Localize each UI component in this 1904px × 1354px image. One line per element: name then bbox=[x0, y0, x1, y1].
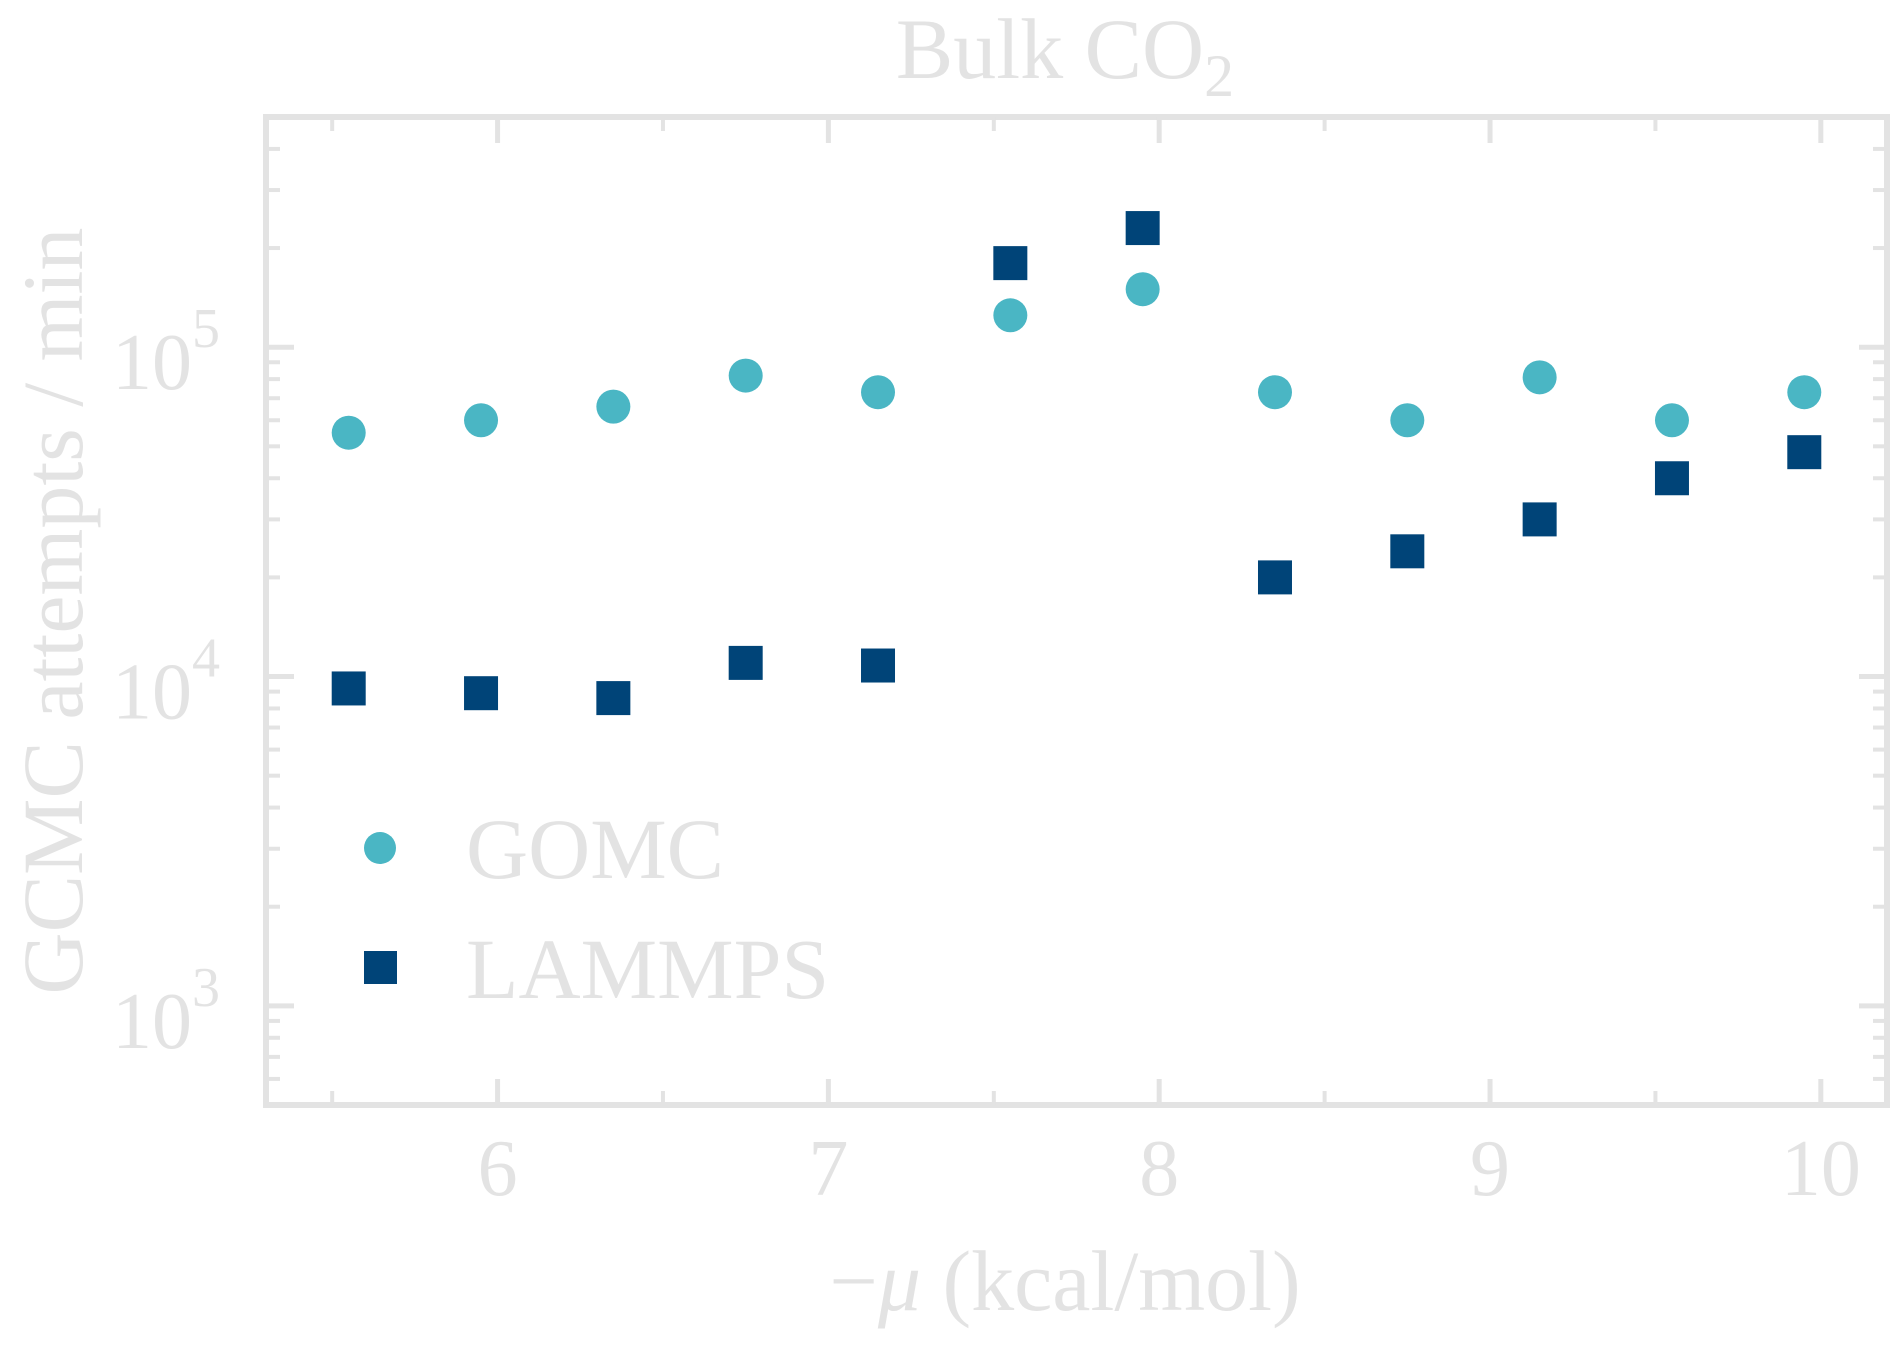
gomc-point bbox=[331, 415, 366, 450]
gomc-point bbox=[596, 389, 631, 424]
lammps-point bbox=[1125, 211, 1160, 246]
gomc-point bbox=[464, 403, 499, 438]
legend-gomc-label: GOMC bbox=[466, 801, 724, 897]
data-points bbox=[331, 211, 1822, 716]
gomc-point bbox=[1257, 375, 1292, 410]
gomc-point bbox=[861, 375, 896, 410]
plot-frame bbox=[263, 114, 1890, 1108]
gomc-point bbox=[1390, 403, 1425, 438]
gomc-point bbox=[1125, 272, 1160, 307]
lammps-point bbox=[1257, 560, 1292, 595]
chart-title: Bulk CO2 bbox=[896, 1, 1234, 109]
y-tick-label: 105 bbox=[112, 298, 220, 407]
lammps-point bbox=[728, 645, 763, 680]
lammps-point bbox=[464, 676, 499, 711]
lammps-point bbox=[1522, 502, 1557, 537]
x-tick-label: 8 bbox=[1139, 1125, 1179, 1213]
gomc-point bbox=[1522, 360, 1557, 395]
gomc-point bbox=[993, 298, 1028, 333]
lammps-point bbox=[993, 246, 1028, 281]
legend: GOMC LAMMPS bbox=[364, 801, 829, 1017]
legend-lammps-marker bbox=[364, 951, 397, 984]
x-tick-label: 10 bbox=[1781, 1125, 1861, 1213]
x-tick-label: 7 bbox=[808, 1125, 848, 1213]
gomc-point bbox=[1787, 375, 1822, 410]
tick-labels: 6 7 8 9 10 103 104 105 bbox=[112, 298, 1861, 1213]
lammps-point bbox=[1390, 534, 1425, 569]
y-axis-label: GCMC attempts / min bbox=[5, 228, 101, 995]
lammps-point bbox=[596, 681, 631, 716]
x-tick-label: 6 bbox=[478, 1125, 518, 1213]
gomc-point bbox=[1654, 403, 1689, 438]
lammps-point bbox=[1654, 461, 1689, 496]
y-tick-label: 103 bbox=[112, 957, 220, 1066]
lammps-point bbox=[331, 671, 366, 706]
legend-gomc-marker bbox=[364, 832, 396, 864]
x-tick-label: 9 bbox=[1470, 1125, 1510, 1213]
gomc-point bbox=[728, 358, 763, 393]
legend-lammps-label: LAMMPS bbox=[466, 921, 829, 1017]
x-axis-label: −μ (kcal/mol) bbox=[829, 1233, 1300, 1329]
lammps-point bbox=[1787, 435, 1822, 470]
lammps-point bbox=[861, 648, 896, 683]
axis-ticks bbox=[266, 115, 1887, 1107]
y-tick-label: 104 bbox=[112, 628, 220, 737]
